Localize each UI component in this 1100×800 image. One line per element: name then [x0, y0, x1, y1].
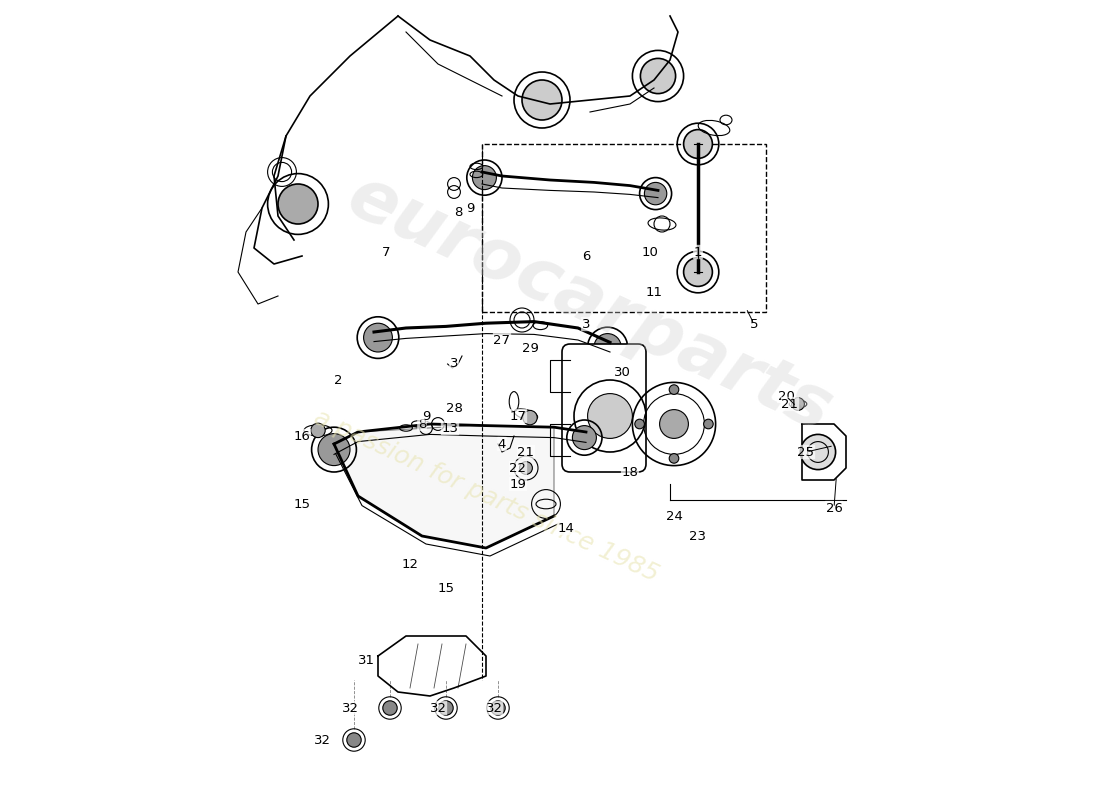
Text: 15: 15: [294, 498, 310, 510]
Circle shape: [346, 733, 361, 747]
Circle shape: [472, 166, 496, 190]
Text: 2: 2: [333, 374, 342, 386]
Text: 28: 28: [446, 402, 462, 414]
Circle shape: [669, 385, 679, 394]
Text: 6: 6: [582, 250, 591, 262]
Circle shape: [683, 258, 713, 286]
Text: eurocarparts: eurocarparts: [337, 162, 844, 446]
Circle shape: [640, 58, 675, 94]
Text: 32: 32: [341, 702, 359, 714]
Circle shape: [645, 182, 667, 205]
Circle shape: [364, 323, 393, 352]
Text: 1: 1: [694, 246, 702, 258]
Text: 10: 10: [641, 246, 659, 258]
Text: 3: 3: [582, 318, 591, 330]
Text: 23: 23: [690, 530, 706, 542]
Text: 3: 3: [450, 358, 459, 370]
Bar: [482, 144, 766, 312]
Text: 27: 27: [494, 334, 510, 346]
Text: 18: 18: [621, 466, 638, 478]
Circle shape: [522, 410, 537, 425]
Circle shape: [439, 701, 453, 715]
Text: 16: 16: [294, 430, 310, 442]
Circle shape: [594, 334, 621, 361]
Text: 5: 5: [750, 318, 758, 330]
Text: 15: 15: [438, 582, 454, 594]
Circle shape: [792, 398, 804, 410]
Text: 14: 14: [558, 522, 574, 534]
Text: 8: 8: [418, 418, 426, 430]
Text: 11: 11: [646, 286, 662, 298]
Circle shape: [635, 419, 645, 429]
Text: 4: 4: [498, 438, 506, 450]
Circle shape: [383, 701, 397, 715]
Text: 31: 31: [358, 654, 374, 666]
Text: 20: 20: [778, 390, 794, 402]
Text: 21: 21: [781, 398, 799, 410]
Circle shape: [519, 462, 532, 474]
Text: 9: 9: [421, 410, 430, 422]
Text: 12: 12: [402, 558, 418, 570]
Circle shape: [660, 410, 689, 438]
Polygon shape: [334, 426, 554, 548]
Text: 13: 13: [441, 422, 459, 434]
Text: 7: 7: [382, 246, 390, 258]
Text: 24: 24: [666, 510, 682, 522]
Circle shape: [278, 184, 318, 224]
Text: 29: 29: [521, 342, 538, 354]
Text: 25: 25: [798, 446, 814, 458]
Text: 26: 26: [826, 502, 843, 514]
Text: a passion for parts since 1985: a passion for parts since 1985: [310, 406, 662, 586]
Circle shape: [311, 423, 326, 438]
Circle shape: [669, 454, 679, 463]
Circle shape: [683, 130, 713, 158]
Text: 32: 32: [485, 702, 503, 714]
Circle shape: [704, 419, 713, 429]
Text: 8: 8: [454, 206, 462, 218]
Text: 22: 22: [509, 462, 527, 474]
Text: 21: 21: [517, 446, 535, 458]
Text: 32: 32: [429, 702, 447, 714]
Circle shape: [522, 80, 562, 120]
Circle shape: [801, 434, 836, 470]
Circle shape: [491, 701, 505, 715]
Text: 9: 9: [465, 202, 474, 214]
Text: 30: 30: [614, 366, 630, 378]
Text: 19: 19: [509, 478, 527, 490]
Text: 32: 32: [314, 734, 330, 746]
Circle shape: [587, 394, 632, 438]
Text: 17: 17: [509, 410, 527, 422]
FancyBboxPatch shape: [562, 344, 646, 472]
Circle shape: [572, 426, 596, 450]
Circle shape: [318, 434, 350, 466]
